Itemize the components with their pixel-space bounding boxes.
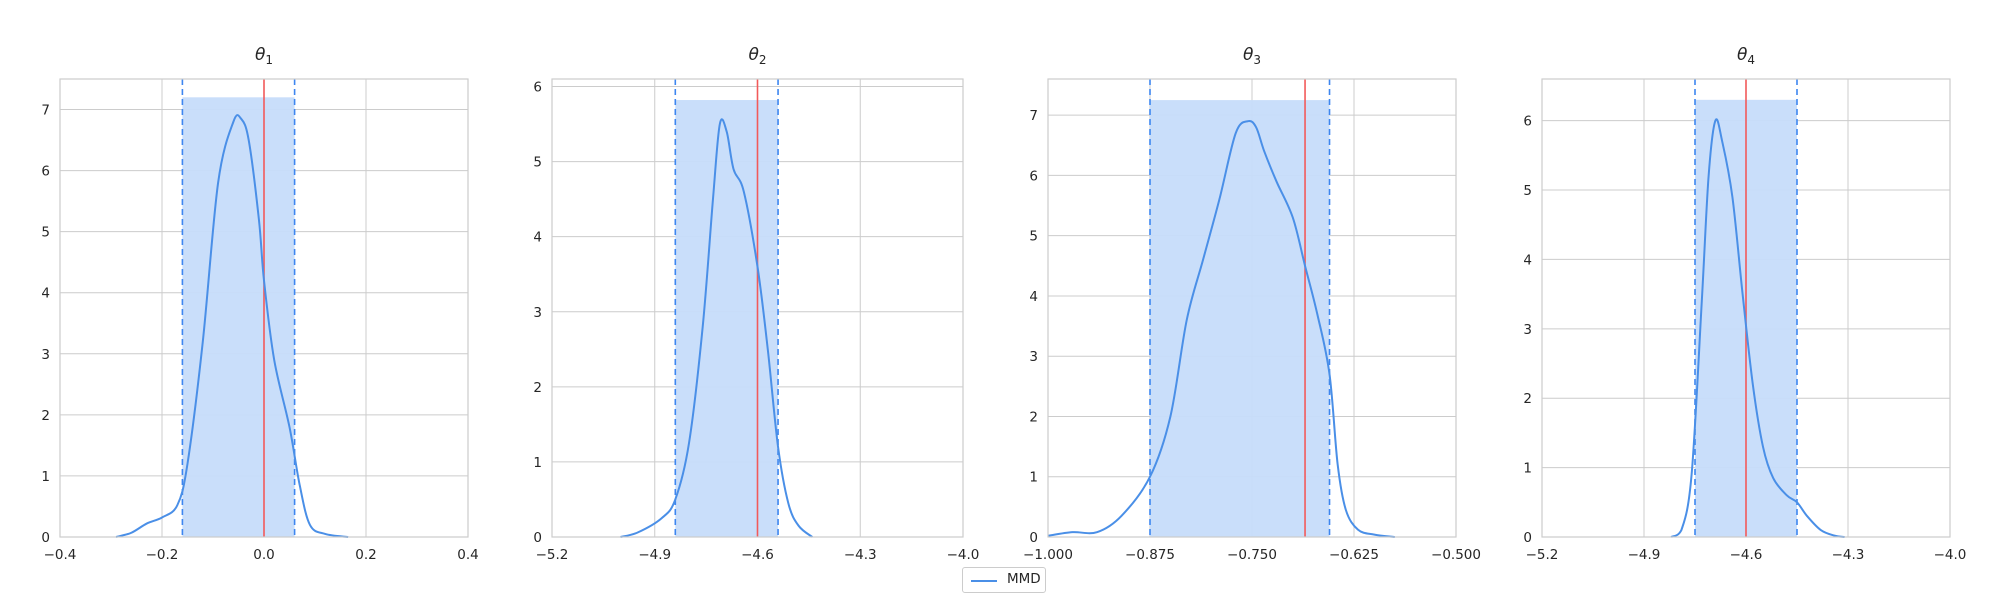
y-tick-label: 6 xyxy=(1029,168,1038,184)
x-tick-label: 0.4 xyxy=(457,547,478,563)
x-tick-label: −4.9 xyxy=(1628,547,1661,563)
subplot-title: θ3 xyxy=(1243,45,1261,67)
x-tick-label: 0.2 xyxy=(355,547,376,563)
title-symbol: θ xyxy=(748,45,759,65)
x-tick-label: −5.2 xyxy=(1526,547,1559,563)
title-symbol: θ xyxy=(255,45,266,65)
y-tick-label: 0 xyxy=(533,530,542,546)
y-tick-label: 7 xyxy=(1029,108,1038,124)
x-tick-label: −4.0 xyxy=(947,547,980,563)
x-tick-label: −0.750 xyxy=(1227,547,1277,563)
x-tick-label: −5.2 xyxy=(536,547,569,563)
axes-frame xyxy=(1047,78,1457,538)
y-tick-label: 1 xyxy=(1029,470,1038,486)
density-curve-mmd xyxy=(1047,119,1395,538)
legend: MMD xyxy=(962,567,1046,593)
density-curve-mmd xyxy=(1670,118,1845,538)
x-tick-label: −4.3 xyxy=(1832,547,1865,563)
legend-line-swatch xyxy=(971,580,997,582)
y-tick-label: 0 xyxy=(1523,530,1532,546)
y-tick-label: 0 xyxy=(41,530,50,546)
title-symbol: θ xyxy=(1243,45,1254,65)
y-tick-label: 4 xyxy=(533,230,542,246)
x-tick-label: −0.625 xyxy=(1329,547,1379,563)
y-tick-label: 5 xyxy=(41,225,50,241)
title-subscript: 3 xyxy=(1253,53,1261,67)
x-tick-label: −1.000 xyxy=(1023,547,1073,563)
axes-frame xyxy=(1541,78,1951,538)
y-tick-label: 5 xyxy=(1029,229,1038,245)
title-subscript: 4 xyxy=(1747,53,1755,67)
credible-interval-band xyxy=(182,97,295,537)
y-tick-label: 2 xyxy=(1029,409,1038,425)
x-tick-label: −4.3 xyxy=(844,547,877,563)
subplot-title: θ4 xyxy=(1737,45,1755,67)
y-tick-label: 6 xyxy=(1523,114,1532,130)
y-tick-label: 6 xyxy=(41,164,50,180)
x-tick-label: −0.500 xyxy=(1431,547,1481,563)
legend-label: MMD xyxy=(1007,571,1041,587)
y-tick-label: 7 xyxy=(41,103,50,119)
density-curve-mmd xyxy=(620,118,813,538)
y-tick-label: 2 xyxy=(1523,391,1532,407)
y-tick-label: 1 xyxy=(1523,461,1532,477)
credible-interval-band xyxy=(675,100,779,537)
x-tick-label: −4.6 xyxy=(1730,547,1763,563)
axes-frame xyxy=(551,78,964,538)
x-tick-label: −4.0 xyxy=(1934,547,1967,563)
subplot-title: θ1 xyxy=(255,45,273,67)
y-tick-label: 5 xyxy=(533,155,542,171)
x-tick-label: −0.2 xyxy=(146,547,179,563)
y-tick-label: 4 xyxy=(41,286,50,302)
y-tick-label: 3 xyxy=(1523,322,1532,338)
y-tick-label: 3 xyxy=(41,347,50,363)
x-tick-label: −4.9 xyxy=(638,547,671,563)
y-tick-label: 6 xyxy=(533,80,542,96)
y-tick-label: 0 xyxy=(1029,530,1038,546)
x-tick-label: −0.875 xyxy=(1125,547,1175,563)
y-tick-label: 5 xyxy=(1523,183,1532,199)
subplot-title: θ2 xyxy=(748,45,766,67)
density-curve-mmd xyxy=(115,114,349,538)
y-tick-label: 2 xyxy=(41,408,50,424)
y-tick-label: 3 xyxy=(1029,349,1038,365)
y-tick-label: 4 xyxy=(1029,289,1038,305)
axes-frame xyxy=(59,78,469,538)
y-tick-label: 2 xyxy=(533,380,542,396)
y-tick-label: 1 xyxy=(41,469,50,485)
title-subscript: 1 xyxy=(265,53,273,67)
y-tick-label: 1 xyxy=(533,455,542,471)
y-tick-label: 4 xyxy=(1523,252,1532,268)
credible-interval-band xyxy=(1150,100,1330,537)
title-symbol: θ xyxy=(1737,45,1748,65)
x-tick-label: 0.0 xyxy=(253,547,274,563)
x-tick-label: −0.4 xyxy=(44,547,77,563)
x-tick-label: −4.6 xyxy=(741,547,774,563)
y-tick-label: 3 xyxy=(533,305,542,321)
title-subscript: 2 xyxy=(759,53,767,67)
